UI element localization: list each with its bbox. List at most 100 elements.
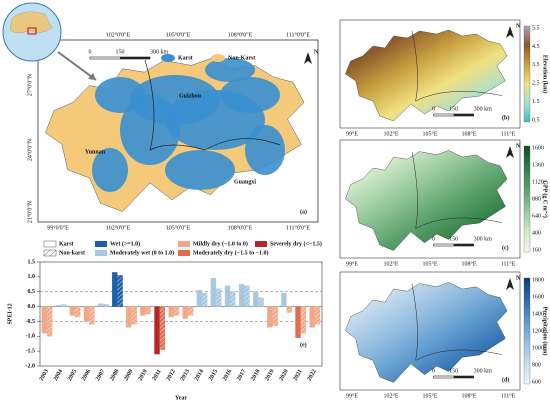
bar [112,272,118,307]
karst-area [245,125,285,175]
colorbar-tick-label: 1400 [532,311,544,317]
inset-arrowhead [88,73,96,80]
bar [126,306,132,328]
legend-label: Mildly dry (−1.0 to 0) [193,240,248,247]
bar [295,306,301,338]
legend-label: Non-karst [59,250,85,256]
y-tick-label: -2.0 [26,363,36,369]
province-border [144,59,281,151]
scale-label: 0 [432,368,435,374]
y-tick-label: -0.5 [26,319,36,325]
bar [97,303,104,307]
lon-label: 102°E [383,130,398,137]
legend-swatch [255,241,267,247]
bar [272,306,278,327]
bar [314,306,321,325]
province-border [411,151,503,229]
y-axis-title: SPEI-12 [7,303,13,324]
scale-label: 0 [432,236,435,242]
x-tick-label: 2008 [109,369,120,382]
bar [244,285,250,307]
lat-label: 27°0'0"N [26,73,33,96]
lon-label: 99°E [346,130,358,137]
colorbar-tick-label: 1360 [532,162,544,168]
bar [75,306,81,318]
scale-label: 300 km [150,49,169,55]
legend-label: Moderately wet (0 to 1.0) [110,249,174,256]
lon-label: 108°E [461,392,476,399]
bar [286,306,292,313]
bar [46,306,53,337]
colorbar-tick-label: 600 [532,379,541,385]
lon-label: 102°0'0"E [106,224,131,231]
y-tick-label: -1.5 [26,349,36,355]
colorbar-tick-label: 1000 [532,345,544,351]
x-tick-label: 2012 [166,369,177,382]
x-tick-label: 2015 [208,369,219,382]
scale-label: 150 [449,106,458,112]
maps: 0 150 300 km Karst Non-Karst N Yunnan Guizhou Gu… [26,19,549,399]
x-tick-label: 2017 [236,369,247,382]
karst-area [220,77,280,113]
colorbar-title: Elevation (km) [542,55,549,93]
lon-label: 111°E [501,392,516,399]
north-arrow [304,52,312,64]
karst-area [165,150,235,190]
plot-frame [39,261,323,367]
scale-label: 300 km [474,106,493,112]
lon-label: 111°0'0"E [286,224,310,231]
panel-label: (a) [300,208,307,215]
lon-label: 99°E [346,260,358,267]
legend-swatch [43,249,57,257]
lon-label: 111°E [501,260,516,267]
lon-label: 111°0'0"E [286,31,310,38]
bar [224,285,231,307]
colorbar [523,25,531,123]
legend-swatch [95,250,107,256]
lon-label: 108°E [461,130,476,137]
bar [281,293,287,307]
x-tick-label: 2006 [81,369,92,382]
x-tick-label: 2018 [250,369,261,382]
north-label: N [516,275,521,281]
karst-area [95,77,145,113]
bar [69,306,76,316]
karst-area [92,148,128,192]
bar [230,291,236,307]
bar [210,278,217,307]
lon-label: 105°E [422,130,437,137]
colorbar [523,145,531,253]
colorbar-title: Precipitation (mm) [542,307,549,356]
karst-area [120,95,180,165]
colorbar-tick-label: 2.5 [532,81,540,87]
bar [145,306,151,315]
region-label: Yunnan [85,149,106,155]
bar [173,306,180,316]
scale-label: 300 km [474,236,493,242]
north-label: N [516,23,521,29]
legend-non-karst: Non-Karst [228,55,255,61]
north-label: N [314,49,319,55]
legend-label: Wet (>=1.0) [110,240,140,247]
x-tick-label: 2021 [293,369,304,382]
karst-area [205,58,255,82]
legend-non-karst-swatch [211,54,225,62]
bar [196,290,203,307]
lon-label: 102°E [383,392,398,399]
bar [309,306,315,328]
panel-label: (c) [502,244,509,251]
colorbar-tick-label: 1.5 [532,99,540,105]
inset-arrow [57,51,97,81]
colorbar-tick-label: 1600 [532,294,544,300]
bar [103,304,109,307]
colorbar-tick-label: 1600 [532,145,544,151]
scale-label: 150 [449,368,458,374]
x-axis-title: Year [175,395,187,401]
x-tick-label: 2019 [264,369,275,382]
x-tick-label: 2020 [278,369,289,382]
bar [300,306,307,334]
x-tick-label: 2014 [194,369,205,382]
bar [131,306,137,325]
legend-karst: Karst [178,55,193,61]
